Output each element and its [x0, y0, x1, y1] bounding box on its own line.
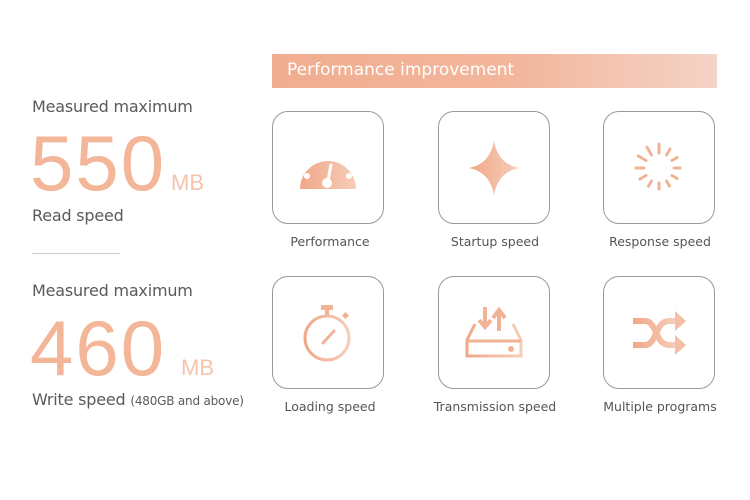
- read-label: Read speed: [32, 206, 124, 225]
- read-unit: MB: [171, 170, 204, 195]
- feature-response: [603, 111, 715, 224]
- shuffle-icon: [633, 310, 686, 355]
- feature-label: Loading speed: [284, 399, 376, 414]
- write-label: Write speed (480GB and above): [32, 390, 244, 409]
- feature-multiple: [603, 276, 715, 389]
- read-value: 550: [30, 119, 167, 207]
- speedometer-icon: [300, 152, 356, 189]
- divider: [32, 253, 120, 254]
- feature-label: Transmission speed: [433, 399, 557, 414]
- write-heading: Measured maximum: [32, 281, 193, 300]
- feature-label: Performance: [290, 234, 370, 249]
- section-title: Performance improvement: [287, 60, 515, 80]
- feature-label: Startup speed: [450, 234, 540, 249]
- read-heading: Measured maximum: [32, 97, 193, 116]
- loading-spinner-icon: [634, 142, 682, 190]
- write-value: 460: [30, 304, 167, 392]
- feature-label: Response speed: [609, 234, 711, 249]
- section-header: Performance improvement: [272, 54, 717, 88]
- feature-loading: [272, 276, 384, 389]
- feature-performance: [272, 111, 384, 224]
- write-label-text: Write speed: [32, 390, 126, 409]
- drive-transfer-icon: [465, 306, 523, 357]
- feature-transmission: [438, 276, 550, 389]
- write-note: (480GB and above): [130, 394, 244, 408]
- feature-label: Multiple programs: [603, 399, 717, 414]
- write-unit: MB: [181, 355, 214, 380]
- feature-startup: [438, 111, 550, 224]
- stopwatch-icon: [303, 304, 351, 361]
- sparkle-icon: [469, 140, 519, 195]
